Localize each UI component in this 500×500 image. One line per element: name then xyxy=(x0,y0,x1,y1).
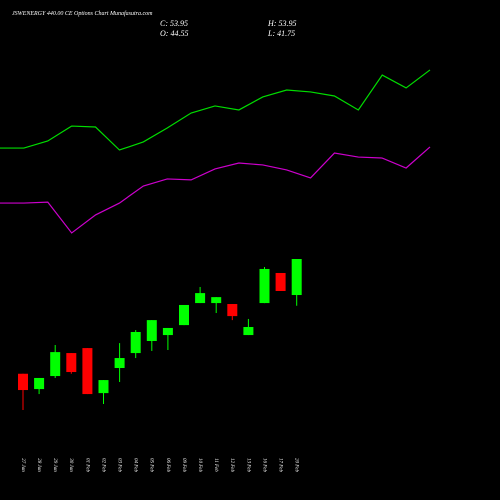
x-tick-label: 17 Feb xyxy=(277,458,282,473)
candle-body xyxy=(227,304,238,317)
x-tick-label: 27 Jan xyxy=(20,458,25,472)
stat-low: L: 41.75 xyxy=(267,29,295,38)
x-tick-label: 06 Feb xyxy=(165,458,170,473)
x-tick-label: 11 Feb xyxy=(213,458,218,472)
x-tick-label: 12 Feb xyxy=(229,458,234,473)
candle-body xyxy=(259,268,270,304)
stat-high: H: 53.95 xyxy=(267,19,296,28)
candle-body xyxy=(130,331,141,354)
chart-title: JSWENERGY 440.00 CE Options Chart Munafa… xyxy=(12,10,153,17)
candle-body xyxy=(243,327,254,336)
x-tick-label: 01 Feb xyxy=(84,458,89,473)
x-tick-label: 28 Jan xyxy=(36,458,41,472)
candle-body xyxy=(211,297,222,304)
candle-body xyxy=(195,293,206,304)
x-tick-label: 02 Feb xyxy=(100,458,105,473)
indicator-line xyxy=(0,69,431,151)
candle-body xyxy=(291,259,302,296)
candle-body xyxy=(179,304,189,326)
x-tick-label: 05 Feb xyxy=(149,458,154,473)
x-tick-label: 20 Feb xyxy=(294,458,299,473)
x-tick-label: 13 Feb xyxy=(245,458,250,473)
candle-body xyxy=(275,272,286,291)
indicator-line xyxy=(0,146,431,234)
candle-body xyxy=(114,358,125,369)
x-tick-label: 29 Jan xyxy=(52,458,57,472)
candle-body xyxy=(82,348,93,395)
candle-body xyxy=(162,327,173,336)
candle-body xyxy=(18,373,28,391)
x-tick-label: 30 Jan xyxy=(68,458,73,472)
candle-body xyxy=(66,353,77,373)
x-tick-label: 03 Feb xyxy=(116,458,121,473)
x-tick-label: 09 Feb xyxy=(181,458,186,473)
candle-body xyxy=(98,380,109,394)
x-tick-label: 10 Feb xyxy=(197,458,202,473)
stat-close: C: 53.95 xyxy=(160,19,188,28)
x-tick-label: 16 Feb xyxy=(261,458,266,473)
candle-body xyxy=(34,377,45,390)
candle-body xyxy=(146,320,157,341)
x-tick-label: 04 Feb xyxy=(133,458,138,473)
stat-open: O: 44.55 xyxy=(160,29,188,38)
candle-body xyxy=(50,352,61,377)
